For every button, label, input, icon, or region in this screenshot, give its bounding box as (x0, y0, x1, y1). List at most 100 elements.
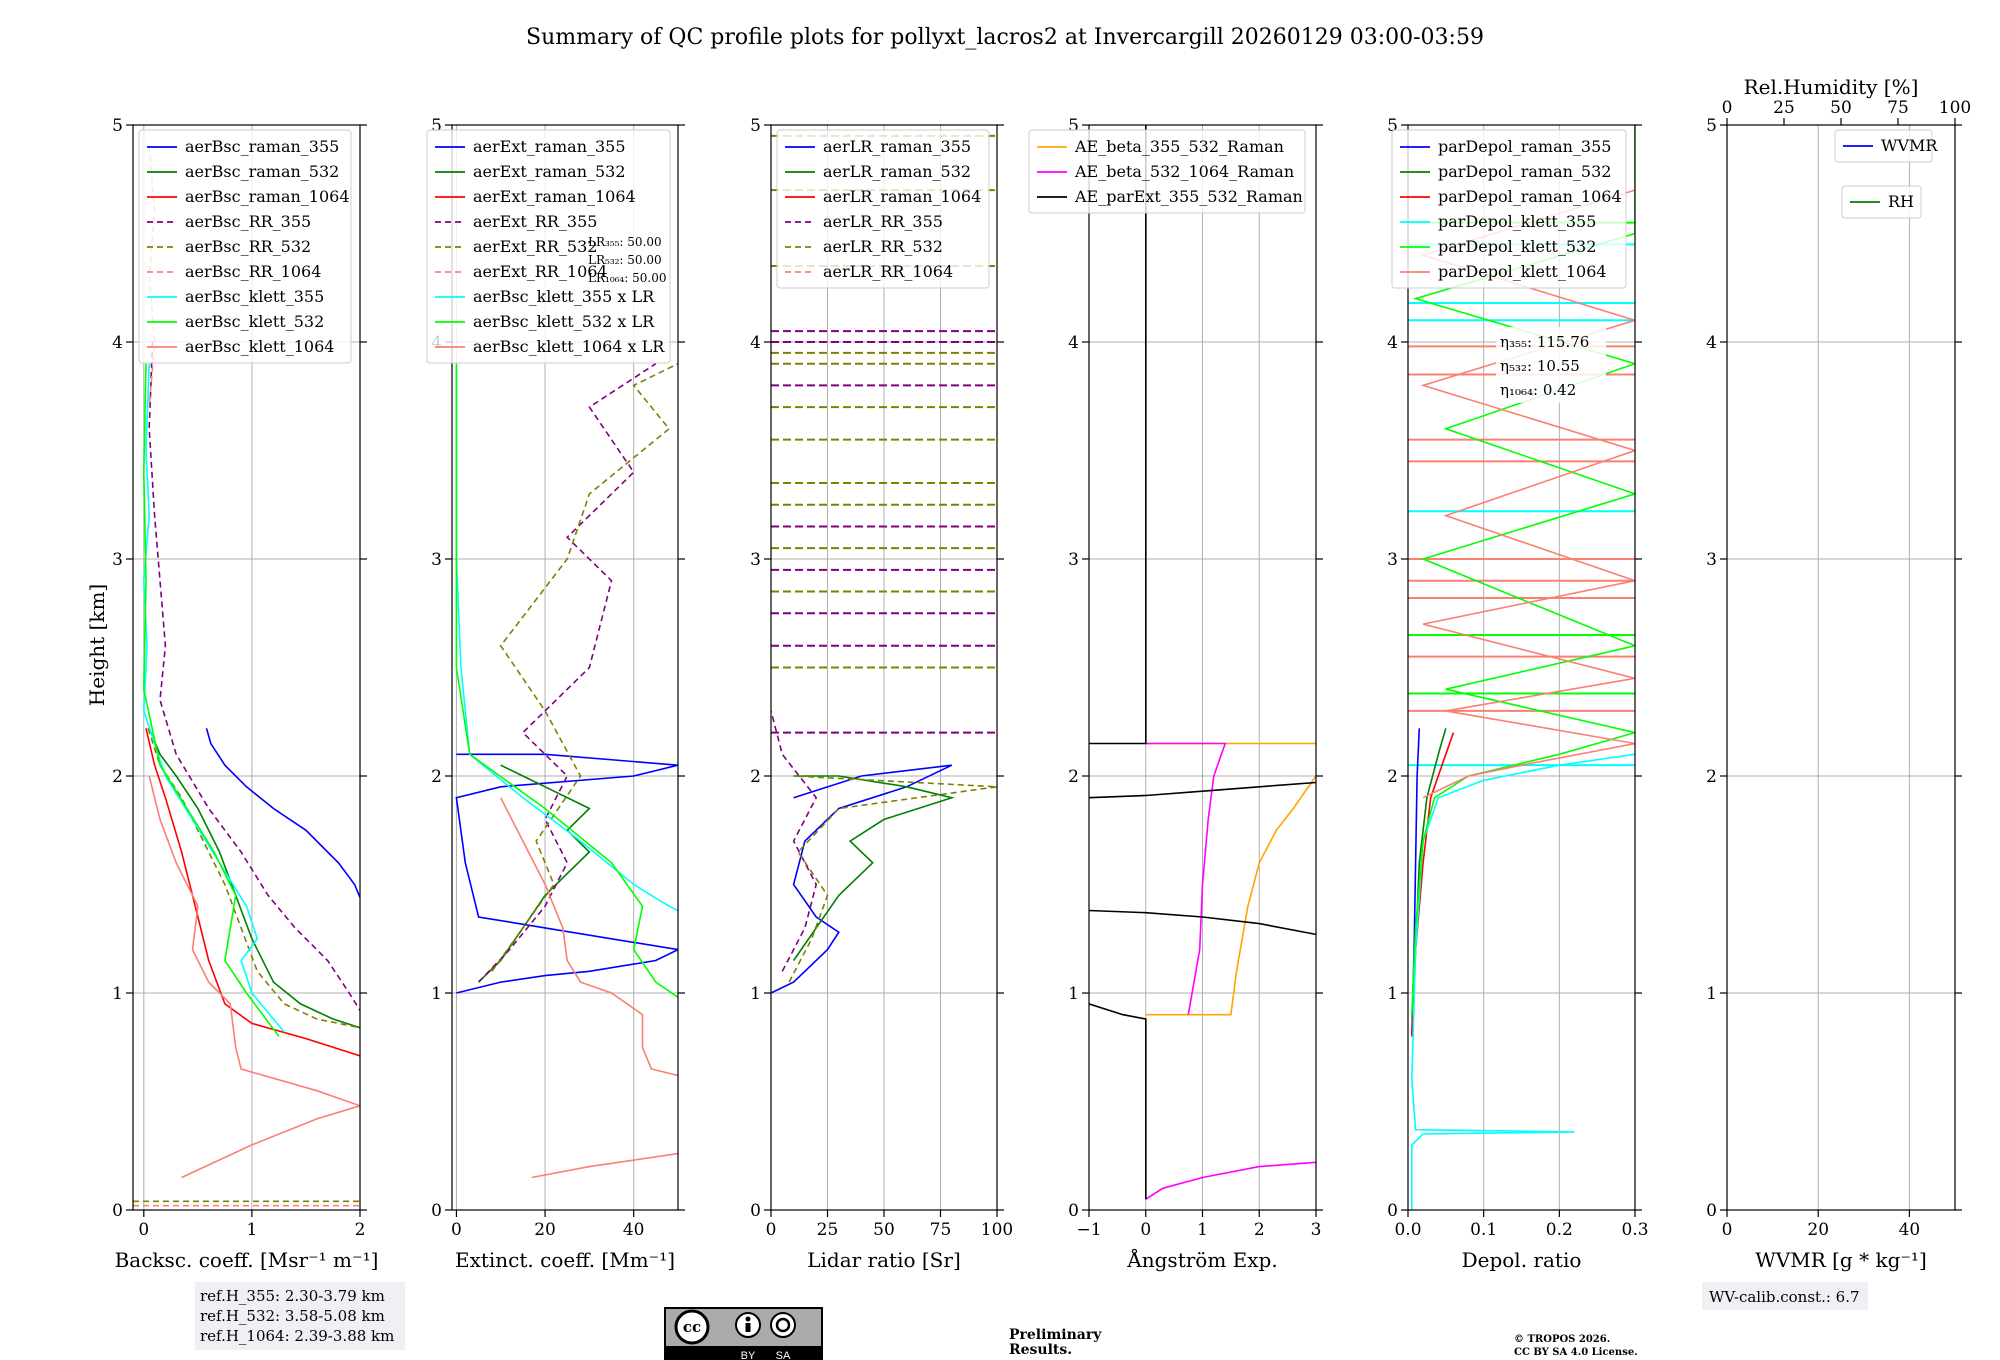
series-line-ae-beta-532-1064-raman (1145, 1161, 1316, 1200)
plot-area (1089, 125, 1316, 1200)
y-tick-label: 2 (112, 767, 123, 787)
y-tick-label: 0 (112, 1201, 123, 1221)
axes-frame (132, 124, 361, 1211)
series-line-aerbsc-klett-355 (142, 363, 285, 1033)
legend-label: aerBsc_klett_532 (185, 312, 324, 331)
series-line-ae-beta-355-532-raman (1145, 775, 1316, 1016)
x-tick-label: 0.1 (1470, 1220, 1497, 1240)
series-line-ae-beta-532-1064-raman-mid (1145, 742, 1227, 1015)
series-line-aerext-rr-355 (478, 363, 657, 983)
wvmr-panel: 0 20 40 0 1 2 3 4 5 WVMR [g * kg⁻¹] 0 25 50 75 100 Rel.… (1706, 75, 1971, 1272)
legend-label: aerLR_raman_1064 (823, 187, 981, 206)
legend-label: aerBsc_RR_1064 (185, 262, 321, 281)
legend-label: aerExt_raman_532 (473, 162, 626, 181)
y-tick-label: 5 (431, 116, 442, 136)
lr-line-1064: LR₁₀₆₄: 50.00 (588, 271, 666, 285)
backscatter-panel: 0 1 2 0 1 2 3 4 5 Backsc. coeff. [Msr⁻¹ m⁻¹] aerBs… (112, 116, 378, 1272)
series-line-aerlr-raman-355 (771, 764, 953, 994)
y-tick-label: 5 (112, 116, 123, 136)
x-axis-label: Depol. ratio (1462, 1248, 1582, 1272)
legend-label: aerBsc_raman_355 (185, 137, 339, 156)
legend-label: aerBsc_klett_1064 (185, 337, 334, 356)
y-tick-label: 0 (1068, 1201, 1079, 1221)
legend-label: parDepol_raman_532 (1438, 162, 1611, 181)
x-tick-label: 75 (930, 1220, 952, 1240)
x-tick-label: 25 (817, 1220, 839, 1240)
series-line-aerlr-rr-532 (788, 775, 997, 983)
y-tick-label: 2 (1706, 767, 1717, 787)
eta-line-355: η₃₅₅: 115.76 (1500, 333, 1589, 351)
legend-box (1834, 129, 1933, 163)
y-tick-label: 1 (750, 984, 761, 1004)
series-line-aerext-rr-532 (491, 362, 678, 972)
legend-label: parDepol_raman_1064 (1438, 187, 1622, 206)
y-tick-label: 2 (1068, 767, 1079, 787)
legend-label: aerExt_raman_1064 (473, 187, 636, 206)
x-axis-label: Ångström Exp. (1126, 1247, 1277, 1272)
legend-label: parDepol_klett_532 (1438, 237, 1596, 256)
top-x-tick-label: 25 (1773, 98, 1795, 118)
y-tick-label: 5 (1706, 116, 1717, 136)
eta-annotation: η₃₅₅: 115.76 η₅₃₂: 10.55 η₁₀₆₄: 0.42 (1496, 327, 1606, 403)
legend-box (1028, 129, 1306, 214)
x-tick-label: 100 (981, 1220, 1013, 1240)
legend-box (1391, 129, 1627, 289)
series-line-aerlr-raman-532 (792, 775, 955, 961)
legend-label: aerBsc_raman_1064 (185, 187, 350, 206)
x-axis-label: Extinct. coeff. [Mm⁻¹] (455, 1248, 675, 1272)
axes-frame (1407, 124, 1636, 1211)
legend-label: AE_parExt_355_532_Raman (1074, 187, 1303, 206)
cc-icon (674, 1309, 710, 1345)
axes-frame (1726, 124, 1956, 1211)
y-tick-label: 4 (1387, 333, 1398, 353)
legend-label: RH (1888, 192, 1914, 211)
depol-panel: 0.0 0.1 0.2 0.3 0 1 2 3 4 5 Depol. ratio parDepol_r… (1387, 116, 1648, 1272)
legend-label: AE_beta_532_1064_Raman (1074, 162, 1294, 181)
legend-label: aerExt_RR_1064 (473, 262, 608, 281)
top-x-axis-label: Rel.Humidity [%] (1744, 75, 1919, 99)
legend-label: aerBsc_klett_355 (185, 287, 324, 306)
y-tick-label: 0 (431, 1201, 442, 1221)
refh-line-355: ref.H_355: 2.30-3.79 km (200, 1287, 385, 1305)
y-tick-label: 1 (112, 984, 123, 1004)
y-tick-label: 1 (431, 984, 442, 1004)
y-tick-label: 1 (1068, 984, 1079, 1004)
lr-line-532: LR₅₃₂: 50.00 (588, 253, 662, 267)
x-axis-label: WVMR [g * kg⁻¹] (1755, 1248, 1927, 1272)
x-axis-label: Lidar ratio [Sr] (807, 1248, 961, 1272)
legend-label: WVMR (1881, 136, 1938, 155)
top-x-tick-label: 0 (1722, 98, 1733, 118)
x-tick-label: 40 (623, 1220, 645, 1240)
series-line-aerlr-rr-355 (771, 710, 818, 972)
cc-icon-text: cc (683, 1318, 701, 1336)
top-x-tick-label: 75 (1887, 98, 1909, 118)
legend-label: aerLR_RR_355 (823, 212, 943, 231)
extinction-panel: 02040012345Extinct. coeff. [Mm⁻¹]aerExt_… (426, 116, 685, 1272)
legend-label: aerBsc_klett_532 x LR (473, 312, 655, 331)
x-tick-label: 0 (138, 1220, 149, 1240)
y-axis-label: Height [km] (85, 584, 109, 706)
legend-box (1841, 185, 1922, 219)
legend-label: AE_beta_355_532_Raman (1074, 137, 1284, 156)
y-tick-label: 0 (750, 1201, 761, 1221)
preliminary-label-line1: Preliminary (1009, 1327, 1102, 1343)
cc-sa-label: SA (776, 1350, 791, 1360)
series-line-aerbsc-klett-532 (142, 363, 280, 1037)
series-line-aerbsc-rr-355 (148, 341, 360, 1011)
x-tick-label: 2 (1254, 1220, 1265, 1240)
legend-label: parDepol_raman_355 (1438, 137, 1611, 156)
x-tick-label: 2 (355, 1220, 366, 1240)
x-tick-label: 0 (451, 1220, 462, 1240)
series-line-ae-parext-355-532-raman-2 (1089, 909, 1316, 936)
legend-label: aerBsc_raman_532 (185, 162, 339, 181)
axes-frame (451, 124, 679, 1211)
x-tick-label: 3 (1311, 1220, 1322, 1240)
y-tick-label: 3 (1387, 550, 1398, 570)
refh-line-532: ref.H_532: 3.58-5.08 km (200, 1307, 385, 1325)
eta-line-532: η₅₃₂: 10.55 (1500, 357, 1580, 375)
figure-title: Summary of QC profile plots for pollyxt_… (526, 25, 1484, 50)
y-tick-label: 1 (1706, 984, 1717, 1004)
x-tick-label: 0.3 (1621, 1220, 1648, 1240)
legend-label: aerLR_raman_532 (823, 162, 971, 181)
